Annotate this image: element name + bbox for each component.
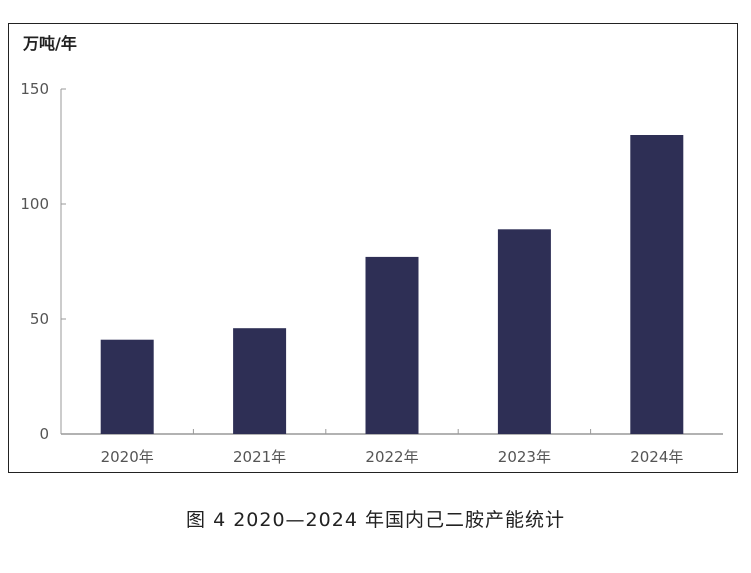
y-tick-label: 0 — [39, 425, 49, 443]
bar — [233, 328, 287, 434]
x-category-label: 2023年 — [498, 448, 551, 466]
y-tick-label: 100 — [20, 195, 49, 213]
x-category-label: 2020年 — [101, 448, 154, 466]
bars — [100, 135, 684, 434]
bar — [630, 135, 684, 434]
figure-caption: 图 4 2020—2024 年国内己二胺产能统计 — [186, 509, 565, 531]
x-axis-categories: 2020年 2021年 2022年 2023年 2024年 — [101, 448, 684, 466]
bar — [365, 256, 419, 434]
bar — [497, 229, 551, 434]
bar — [100, 339, 154, 434]
x-category-label: 2024年 — [630, 448, 683, 466]
chart-frame: 万吨/年 0 50 100 150 2020年 2021年 2022年 2023年 2024年 — [8, 23, 738, 473]
y-axis-ticks: 0 50 100 150 — [20, 80, 66, 443]
x-category-label: 2021年 — [233, 448, 286, 466]
x-category-label: 2022年 — [365, 448, 418, 466]
y-tick-label: 50 — [30, 310, 49, 328]
y-unit-label: 万吨/年 — [22, 34, 77, 53]
bar-chart: 万吨/年 0 50 100 150 2020年 2021年 2022年 2023年 2024年 — [20, 34, 723, 466]
y-tick-label: 150 — [20, 80, 49, 98]
